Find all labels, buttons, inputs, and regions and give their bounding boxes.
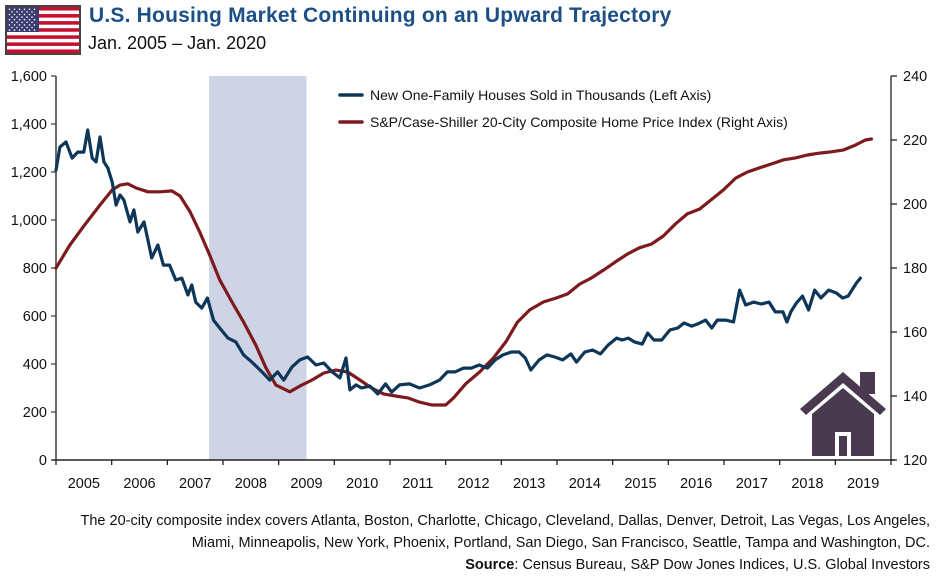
left-axis-tick-label: 1,200	[11, 165, 47, 181]
right-axis-tick-label: 140	[903, 389, 927, 405]
source-line: Source: Census Bureau, S&P Dow Jones Ind…	[465, 557, 930, 573]
x-axis-tick-label: 2011	[402, 476, 433, 492]
x-axis-tick-label: 2018	[791, 476, 823, 492]
left-axis-tick-label: 1,400	[11, 117, 47, 133]
x-axis-tick-label: 2010	[346, 476, 378, 492]
left-axis-tick-label: 1,000	[11, 213, 47, 229]
legend-label-new-homes-sold: New One-Family Houses Sold in Thousands …	[370, 87, 711, 103]
x-axis-tick-label: 2008	[235, 476, 267, 492]
chart: 0 200 400 600 800 1,000 1,200 1,400 1,600 120 140…	[11, 69, 928, 492]
legend-label-case-shiller: S&P/Case-Shiller 20-City Composite Home …	[370, 114, 788, 130]
left-axis-tick-label: 1,600	[11, 69, 47, 85]
x-axis-tick-label: 2017	[736, 476, 768, 492]
x-axis-tick-labels: 2005 2006 2007 2008 2009 2010 2011 2012 2013 2014…	[68, 476, 880, 492]
x-axis-tick-label: 2016	[680, 476, 712, 492]
right-axis-tick-label: 120	[903, 453, 927, 469]
x-axis-tick-label: 2014	[569, 476, 601, 492]
x-axis-tick-label: 2009	[290, 476, 322, 492]
right-axis-tick-label: 180	[903, 261, 927, 277]
right-axis-tick-label: 220	[903, 133, 927, 149]
x-axis-tick-label: 2005	[68, 476, 100, 492]
footnote-line-1: The 20-city composite index covers Atlan…	[80, 513, 930, 529]
source-text: : Census Bureau, S&P Dow Jones Indices, …	[514, 557, 930, 573]
footnote-line-2: Miami, Minneapolis, New York, Phoenix, P…	[191, 535, 930, 551]
x-axis-tick-label: 2013	[513, 476, 545, 492]
x-axis-tick-label: 2015	[624, 476, 656, 492]
x-axis-tick-label: 2012	[457, 476, 489, 492]
recession-shading	[209, 76, 307, 460]
data-points	[55, 129, 872, 406]
x-axis-tick-label: 2007	[179, 476, 211, 492]
chart-subtitle: Jan. 2005 – Jan. 2020	[88, 33, 267, 53]
series-line-case-shiller	[54, 137, 874, 407]
right-axis-tick-label: 200	[903, 197, 927, 213]
series-line-new-homes-sold	[54, 128, 862, 396]
left-axis-tick-label: 200	[23, 405, 47, 421]
right-axis-tick-labels: 120 140 160 180 200 220 240	[903, 69, 927, 469]
x-axis-tick-label: 2019	[847, 476, 879, 492]
chart-title: U.S. Housing Market Continuing on an Upw…	[89, 4, 672, 27]
x-axis-tick-label: 2006	[123, 476, 155, 492]
source-label: Source	[465, 557, 515, 573]
right-axis-tick-label: 240	[903, 69, 927, 85]
left-axis-tick-label: 800	[23, 261, 47, 277]
axes	[51, 75, 897, 465]
house-icon	[800, 372, 886, 456]
legend: New One-Family Houses Sold in Thousands …	[338, 87, 788, 130]
left-axis-tick-label: 600	[23, 309, 47, 325]
left-axis-tick-label: 0	[39, 453, 47, 469]
us-flag-icon	[5, 5, 81, 55]
left-axis-tick-labels: 0 200 400 600 800 1,000 1,200 1,400 1,600	[11, 69, 47, 469]
right-axis-tick-label: 160	[903, 325, 927, 341]
left-axis-tick-label: 400	[23, 357, 47, 373]
